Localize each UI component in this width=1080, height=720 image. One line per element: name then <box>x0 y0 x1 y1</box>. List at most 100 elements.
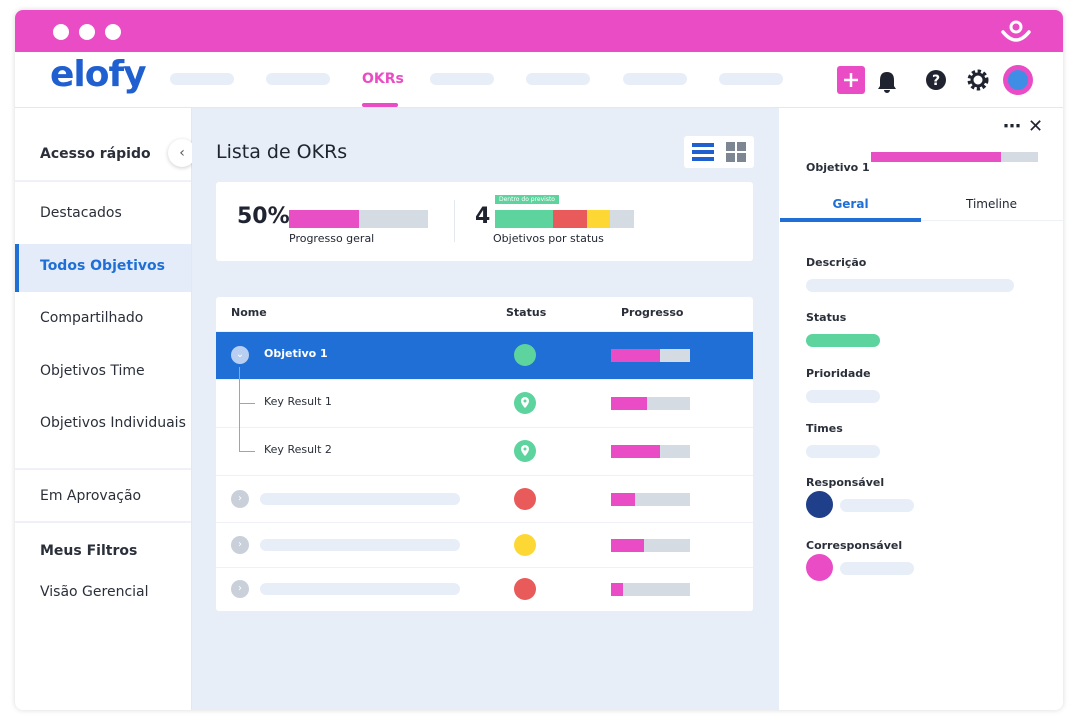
tree-connector <box>239 367 255 404</box>
sidebar-item[interactable]: Destacados <box>40 205 122 221</box>
nav-placeholder[interactable] <box>170 73 234 85</box>
field-label: Responsável <box>806 476 885 489</box>
overall-progress-bar <box>289 210 359 228</box>
status-bar <box>495 210 634 228</box>
field-label: Prioridade <box>806 367 871 380</box>
column-header: Progresso <box>621 306 684 319</box>
progress-track <box>611 538 690 552</box>
panel-tab-active[interactable]: Geral <box>832 197 869 211</box>
sidebar-item[interactable]: Compartilhado <box>40 310 144 326</box>
filters-title: Meus Filtros <box>40 543 138 559</box>
progress-track <box>611 349 690 362</box>
nav-placeholder[interactable] <box>719 73 783 85</box>
sidebar-item[interactable]: Objetivos Time <box>40 362 145 379</box>
collapse-button[interactable]: ‹ <box>168 139 196 167</box>
field-placeholder <box>806 445 880 458</box>
panel-progress-track <box>871 152 1038 162</box>
overall-progress-track <box>289 210 428 228</box>
app-window: elofy OKRs ? Acesso rápido ‹ Destacados T… <box>15 10 1063 710</box>
status-dot <box>514 487 536 510</box>
window-dot <box>53 24 69 40</box>
objectives-count: 4 <box>475 204 491 229</box>
status-dot <box>514 578 536 600</box>
field-label: Descrição <box>806 256 867 269</box>
name-placeholder <box>260 538 460 551</box>
name-placeholder <box>260 583 460 595</box>
title-bar <box>15 10 1063 52</box>
close-button[interactable]: ✕ <box>1028 116 1044 137</box>
progress-bar <box>611 583 623 596</box>
person-avatar <box>806 491 833 518</box>
nav-placeholder[interactable] <box>526 73 590 85</box>
summary-card: 50% Progresso geral 4 Dentro do previsto… <box>216 182 753 261</box>
progress-bar <box>611 445 660 458</box>
progress-bar <box>611 492 635 506</box>
row-name: Objetivo 1 <box>264 347 328 360</box>
quick-access-title: Acesso rápido <box>40 146 151 162</box>
window-dot <box>79 24 95 40</box>
panel-tab[interactable]: Timeline <box>965 197 1018 211</box>
sidebar-item[interactable]: Todos Objetivos <box>40 257 165 274</box>
row-name: Key Result 1 <box>264 395 332 408</box>
nav-icons: ? <box>837 65 1033 95</box>
status-dot <box>514 392 536 414</box>
svg-text:?: ? <box>932 73 940 89</box>
filter-item[interactable]: Visão Gerencial <box>40 584 149 600</box>
divider <box>921 220 1063 221</box>
detail-panel: ⋯ ✕ Objetivo 1 Geral Timeline Descrição S… <box>780 108 1063 710</box>
status-segment <box>586 210 611 228</box>
person-placeholder <box>840 499 914 512</box>
bell-icon[interactable] <box>878 72 896 93</box>
nav-placeholder[interactable] <box>430 73 494 85</box>
status-dot <box>514 440 536 462</box>
divider <box>15 180 191 182</box>
expand-toggle[interactable]: › <box>231 489 249 508</box>
progress-track <box>611 397 690 410</box>
status-segment <box>553 210 587 228</box>
panel-title: Objetivo 1 <box>806 161 870 174</box>
status-segment <box>495 210 554 228</box>
expand-toggle[interactable]: ⌄ <box>231 346 249 364</box>
more-button[interactable]: ⋯ <box>1003 116 1021 137</box>
status-indicator <box>806 334 880 347</box>
help-icon[interactable] <box>926 70 946 90</box>
column-header: Status <box>506 306 547 319</box>
settings-icon[interactable] <box>967 69 989 91</box>
nav-tab-active[interactable]: OKRs <box>362 71 404 87</box>
field-label: Corresponsável <box>806 539 903 552</box>
nav-placeholder[interactable] <box>266 73 330 85</box>
divider <box>15 468 191 470</box>
column-header: Nome <box>231 306 267 319</box>
progress-bar <box>611 538 645 552</box>
divider <box>15 521 191 523</box>
active-item-bg <box>15 243 191 292</box>
progress-track <box>611 583 690 596</box>
expand-toggle[interactable]: › <box>231 535 249 554</box>
brand-icon <box>1001 20 1031 42</box>
nav-bar: elofy OKRs ? <box>15 52 1063 108</box>
main-area: Lista de OKRs 50% Progresso geral 4 Dent… <box>192 108 779 710</box>
overall-progress-label: 50% <box>237 204 290 229</box>
progress-bar <box>611 397 647 410</box>
expand-toggle[interactable]: › <box>231 580 249 598</box>
divider <box>454 200 455 242</box>
field-placeholder <box>806 390 880 403</box>
view-toggle[interactable] <box>684 136 754 168</box>
status-segment <box>610 210 634 228</box>
nav-placeholder[interactable] <box>623 73 687 85</box>
sidebar-item[interactable]: Objetivos Individuais <box>40 415 186 431</box>
status-tooltip: Dentro do previsto <box>495 195 559 204</box>
panel-progress-bar <box>871 152 1002 162</box>
progress-track <box>611 492 690 506</box>
field-placeholder <box>806 279 1014 292</box>
page-title: Lista de OKRs <box>216 141 348 163</box>
sidebar-item[interactable]: Em Aprovação <box>40 488 142 504</box>
okr-table: Nome Status Progresso ⌄ Objetivo 1 Key Res… <box>216 297 753 611</box>
status-dot <box>514 344 536 366</box>
logo[interactable]: elofy <box>50 54 147 95</box>
tab-underline <box>780 218 921 222</box>
status-dot <box>514 533 536 556</box>
tree-connector <box>239 403 255 452</box>
window-dot <box>105 24 121 40</box>
